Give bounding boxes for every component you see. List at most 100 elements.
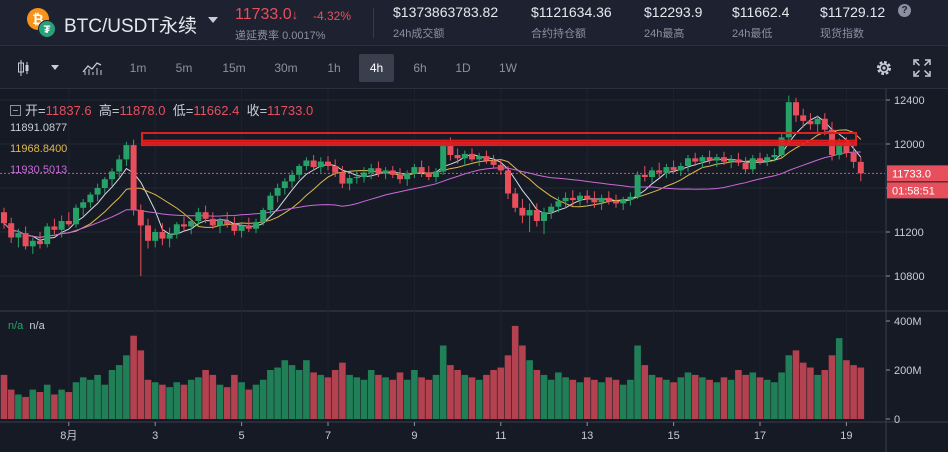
symbol-selector[interactable]: BTC/USDT永续 [64,16,198,37]
candle-body [231,224,238,231]
volume-bar [223,387,231,419]
fullscreen-icon[interactable] [910,46,934,89]
volume-bar [691,374,699,419]
volume-bar [252,384,260,419]
candle-body [44,226,51,245]
ma-line-long [3,151,861,239]
tab-timeframe-5m[interactable]: 5m [175,61,193,75]
candle-body [605,197,612,202]
candle-body [296,166,303,175]
volume-bar [511,325,519,419]
volume-bar [87,379,94,419]
candle-body [663,167,670,173]
volume-bar [7,389,15,419]
volume-bar [331,370,339,419]
gear-icon[interactable] [872,46,896,89]
volume-bar [850,365,857,419]
volume-bar [324,377,332,419]
low-label: 低= [172,103,194,118]
candle-body [591,199,598,203]
volume-bar [591,379,598,419]
volume-bar [130,335,137,419]
volume-bar [684,372,692,419]
candle-body [353,177,360,179]
candle-body [857,161,864,174]
price-tick-label: 12400 [894,95,925,107]
indicators-icon[interactable] [80,46,104,89]
volume-label-b: n/a [29,320,45,332]
arrow-down-icon: ↓ [291,7,299,22]
volume-bar [166,387,173,419]
candle-body [80,202,87,208]
stat-index-price: $11729.12 现货指数 [820,4,885,41]
volume-bar [288,365,296,419]
candle-body [145,225,151,241]
tab-timeframe-30m[interactable]: 30m [274,61,298,75]
chevron-down-icon[interactable] [208,17,218,23]
candle-body [706,157,713,161]
volume-bar [533,370,541,419]
volume-bar [655,377,663,419]
volume-bar [79,377,87,419]
stat-24h-low: $11662.4 24h最低 [732,4,789,41]
volume-bar [51,394,58,419]
volume-bar [641,365,649,419]
candle-body [461,153,468,159]
stat-value: $1373863783.82 [393,4,499,20]
volume-bar [828,355,836,419]
candlestick-type-icon[interactable] [14,46,34,89]
volume-bar [792,350,800,419]
volume-bar [749,372,757,419]
volume-bar [663,379,670,419]
tab-timeframe-1d[interactable]: 1D [455,61,471,75]
countdown-tag: 01:58:51 [892,185,935,197]
ohlc-readout: 开=11837.6 高=11878.0 低=11662.4 收=11733.0 [10,100,313,119]
chart-type-dropdown-icon[interactable] [48,46,62,89]
candle-body [713,157,720,161]
tab-timeframe-15m[interactable]: 15m [222,61,246,75]
collapse-legend-icon[interactable] [10,105,21,116]
candle-body [598,197,605,203]
volume-bar [540,374,548,419]
candle-body [267,195,274,210]
candle-body [807,120,814,125]
tab-timeframe-1h[interactable]: 1h [327,61,341,75]
candle-body [793,102,799,116]
stat-open-interest: $1121634.36 合约持仓额 [531,4,612,41]
candle-body [433,171,439,177]
candle-body [101,179,108,188]
candle-body [346,178,353,184]
candle-body [584,195,591,199]
candle-body [670,167,677,171]
candle-body [217,221,223,226]
candle-body [656,170,663,173]
candle-body [764,157,771,162]
help-icon[interactable]: ? [898,4,911,17]
x-tick-label: 19 [840,430,852,442]
tab-timeframe-1m[interactable]: 1m [129,61,147,75]
tab-timeframe-1w[interactable]: 1W [499,61,517,75]
candle-body [757,158,763,162]
volume-bar [58,389,65,419]
volume-bar [504,355,512,419]
candle-body [202,212,209,219]
volume-bar [353,377,361,419]
candle-body [166,234,173,239]
tab-timeframe-4h[interactable]: 4h [359,54,394,82]
tab-timeframe-6h[interactable]: 6h [413,61,427,75]
stat-value: $1121634.36 [531,4,612,20]
candle-body [476,156,483,160]
volume-bar [742,374,749,419]
candle-body [411,167,418,174]
candle-body [94,188,101,195]
volume-bar [526,360,533,419]
volume-bar [238,382,245,419]
stat-label: 合约持仓额 [531,28,586,40]
candle-body [37,240,43,245]
ma-line-mid [3,129,862,239]
candle-body [22,233,29,247]
volume-bar [22,396,29,419]
candlestick-chart[interactable]: 10800112001160012000124000200M400M8月3579… [0,89,948,452]
x-tick-label: 5 [239,430,245,442]
candle-body [778,137,785,155]
